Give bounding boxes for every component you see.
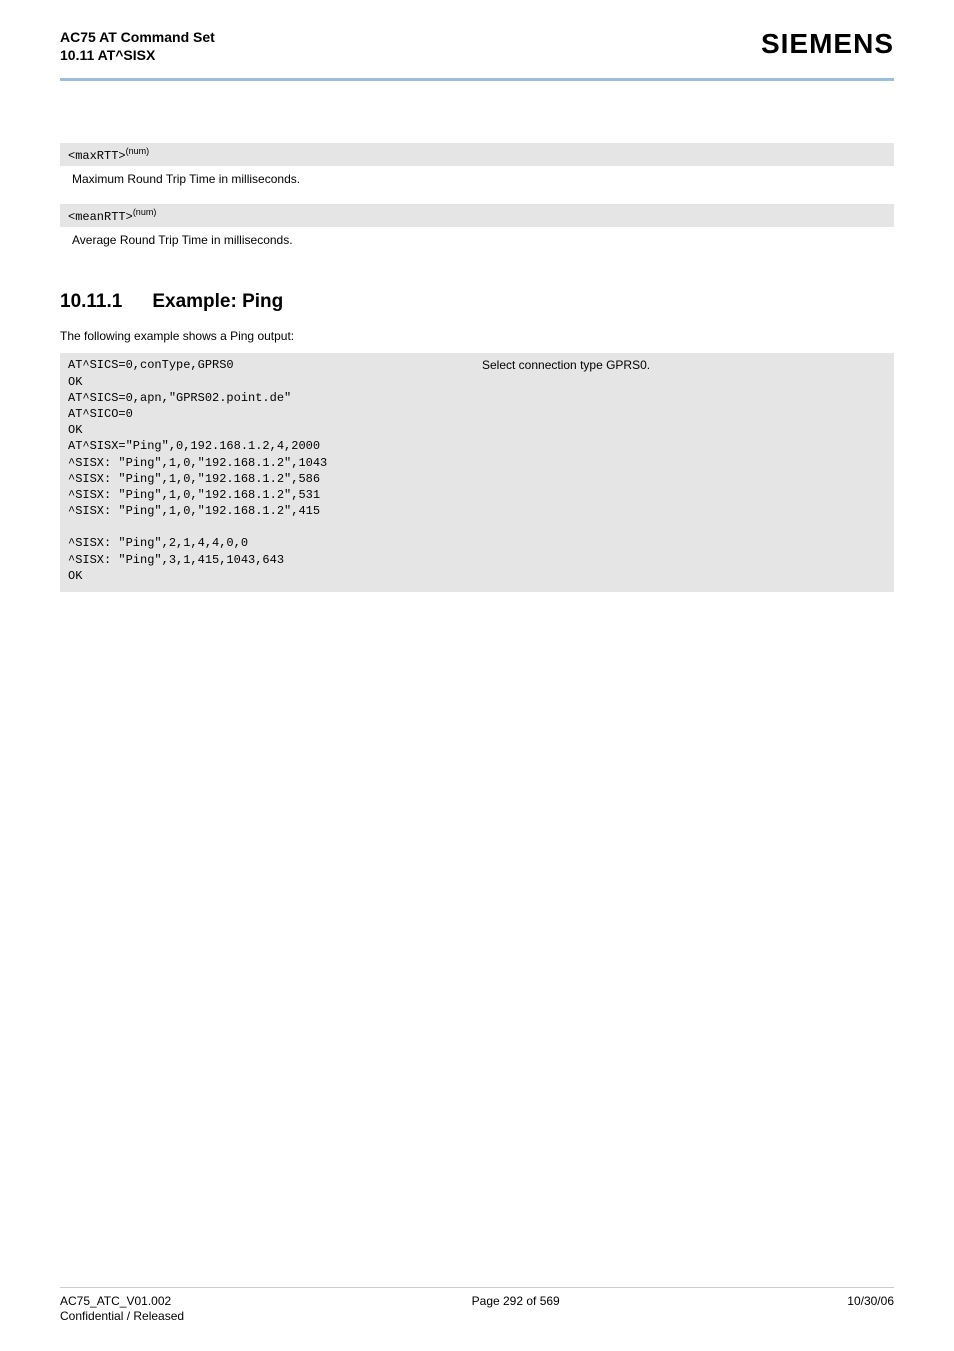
doc-section-ref: 10.11 AT^SISX <box>60 46 215 64</box>
param-sup: (num) <box>126 146 150 156</box>
page-footer: AC75_ATC_V01.002 Confidential / Released… <box>60 1287 894 1325</box>
param-code: <maxRTT> <box>68 149 126 163</box>
footer-left: AC75_ATC_V01.002 Confidential / Released <box>60 1294 184 1325</box>
footer-doc-id: AC75_ATC_V01.002 <box>60 1294 184 1310</box>
example-annotation-right: Select connection type GPRS0. <box>482 357 886 584</box>
param-code: <meanRTT> <box>68 210 133 224</box>
param-desc-maxrtt: Maximum Round Trip Time in milliseconds. <box>60 166 894 186</box>
doc-title: AC75 AT Command Set <box>60 28 215 46</box>
param-block-maxrtt: <maxRTT>(num) <box>60 143 894 166</box>
footer-page-number: Page 292 of 569 <box>472 1294 560 1325</box>
section-number: 10.11.1 <box>60 291 122 313</box>
siemens-logo: SIEMENS <box>761 28 894 60</box>
example-output-left: AT^SICS=0,conType,GPRS0 OK AT^SICS=0,apn… <box>68 357 472 584</box>
param-desc-meanrtt: Average Round Trip Time in milliseconds. <box>60 227 894 247</box>
footer-date: 10/30/06 <box>847 1294 894 1325</box>
param-block-meanrtt: <meanRTT>(num) <box>60 204 894 227</box>
header-divider <box>60 78 894 81</box>
header-left: AC75 AT Command Set 10.11 AT^SISX <box>60 28 215 64</box>
section-title: Example: Ping <box>152 291 283 312</box>
footer-confidentiality: Confidential / Released <box>60 1309 184 1325</box>
page-header: AC75 AT Command Set 10.11 AT^SISX SIEMEN… <box>60 28 894 76</box>
section-intro: The following example shows a Ping outpu… <box>60 329 894 343</box>
param-sup: (num) <box>133 207 157 217</box>
section-heading: 10.11.1 Example: Ping <box>60 291 894 313</box>
page-container: AC75 AT Command Set 10.11 AT^SISX SIEMEN… <box>0 0 954 592</box>
example-block: AT^SICS=0,conType,GPRS0 OK AT^SICS=0,apn… <box>60 353 894 592</box>
